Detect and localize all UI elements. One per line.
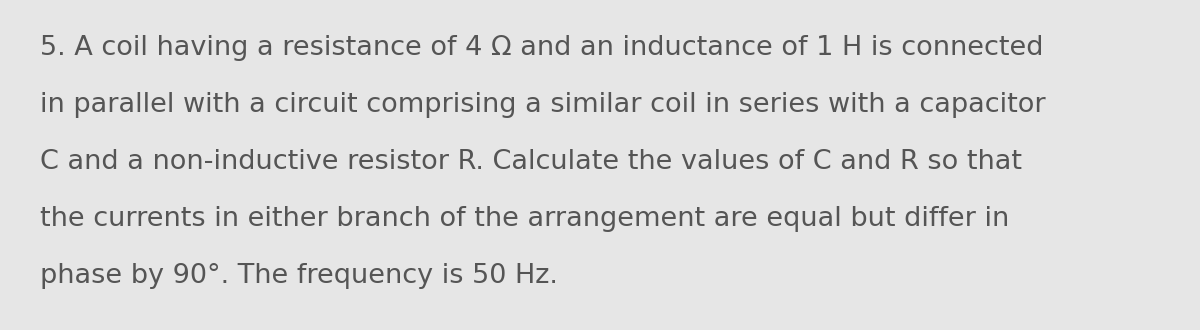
Text: C and a non-inductive resistor R. Calculate the values of C and R so that: C and a non-inductive resistor R. Calcul… [40,149,1022,175]
Text: the currents in either branch of the arrangement are equal but differ in: the currents in either branch of the arr… [40,206,1009,232]
Text: in parallel with a circuit comprising a similar coil in series with a capacitor: in parallel with a circuit comprising a … [40,92,1045,118]
Text: phase by 90°. The frequency is 50 Hz.: phase by 90°. The frequency is 50 Hz. [40,263,558,289]
Text: 5. A coil having a resistance of 4 Ω and an inductance of 1 H is connected: 5. A coil having a resistance of 4 Ω and… [40,35,1044,61]
